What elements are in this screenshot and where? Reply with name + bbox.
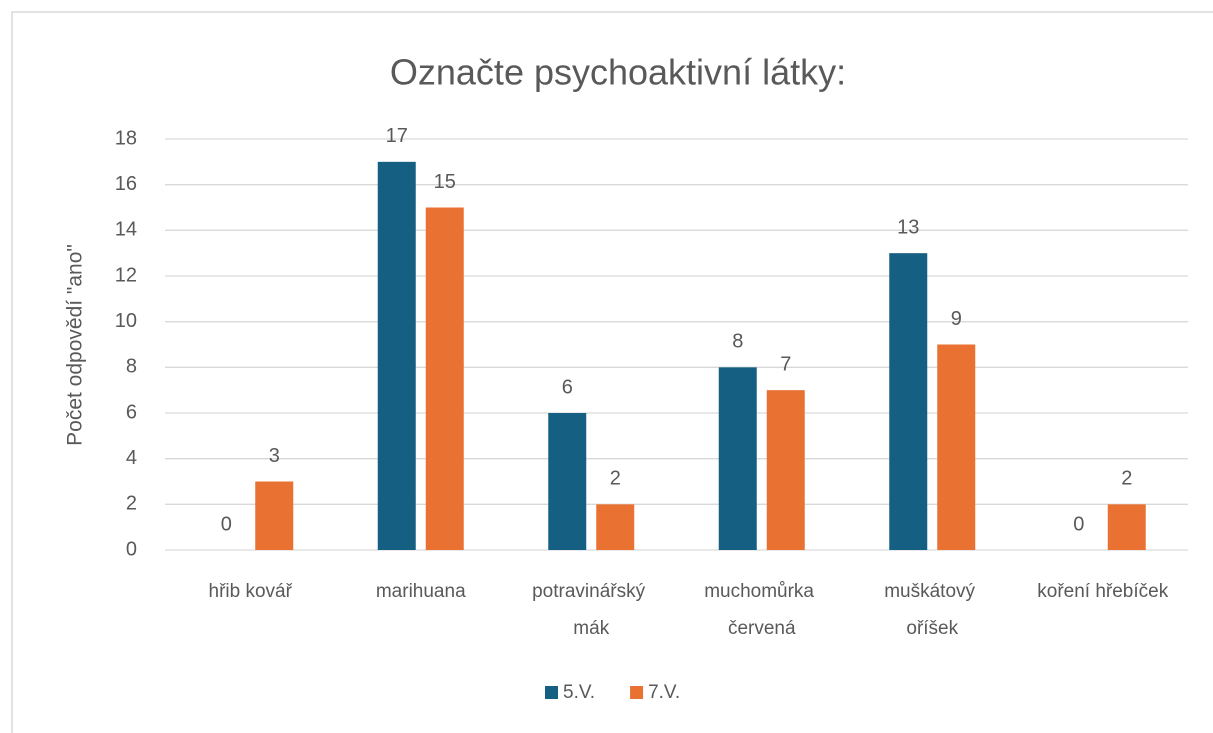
x-tick-label: potravinářský mák — [532, 581, 650, 639]
bar — [255, 481, 294, 550]
data-label: 3 — [269, 445, 280, 467]
data-label: 13 — [897, 216, 919, 238]
legend-swatch — [545, 686, 558, 699]
data-label: 6 — [562, 376, 573, 398]
bar — [1107, 504, 1146, 550]
y-tick-label: 2 — [126, 493, 137, 515]
bar — [548, 413, 587, 550]
data-label: 8 — [732, 331, 743, 353]
bar — [425, 207, 464, 550]
bar — [377, 161, 416, 551]
data-label: 0 — [1073, 513, 1084, 535]
bar — [889, 253, 928, 550]
data-label: 2 — [610, 468, 621, 490]
y-axis-label: Počet odpovědí "ano" — [64, 244, 87, 446]
y-tick-label: 14 — [115, 219, 137, 241]
data-label: 0 — [221, 513, 232, 535]
chart-border — [11, 11, 1213, 733]
legend-label: 7.V. — [648, 682, 680, 703]
x-tick-label: marihuana — [376, 581, 466, 602]
y-tick-label: 0 — [126, 538, 137, 560]
chart-title: Označte psychoaktivní látky: — [390, 52, 846, 93]
y-tick-label: 16 — [115, 173, 137, 195]
data-label: 9 — [951, 308, 962, 330]
bar — [718, 367, 757, 550]
bar — [596, 504, 635, 550]
y-tick-label: 10 — [115, 310, 137, 332]
y-tick-label: 18 — [115, 127, 137, 149]
y-tick-label: 12 — [115, 264, 137, 286]
bar — [937, 344, 976, 550]
x-tick-label: muchomůrka červená — [704, 581, 819, 639]
x-tick-label: muškátový oříšek — [884, 581, 980, 639]
y-tick-label: 4 — [126, 447, 137, 469]
legend-label: 5.V. — [563, 682, 595, 703]
y-tick-label: 8 — [126, 356, 137, 378]
y-tick-label: 6 — [126, 401, 137, 423]
x-tick-label: koření hřebíček — [1037, 581, 1168, 602]
legend-swatch — [630, 686, 644, 699]
bar — [766, 390, 805, 550]
data-label: 7 — [780, 353, 791, 375]
data-label: 17 — [386, 125, 408, 147]
x-tick-label: hřib kovář — [209, 581, 293, 602]
data-label: 2 — [1121, 468, 1132, 490]
data-label: 15 — [434, 171, 456, 193]
